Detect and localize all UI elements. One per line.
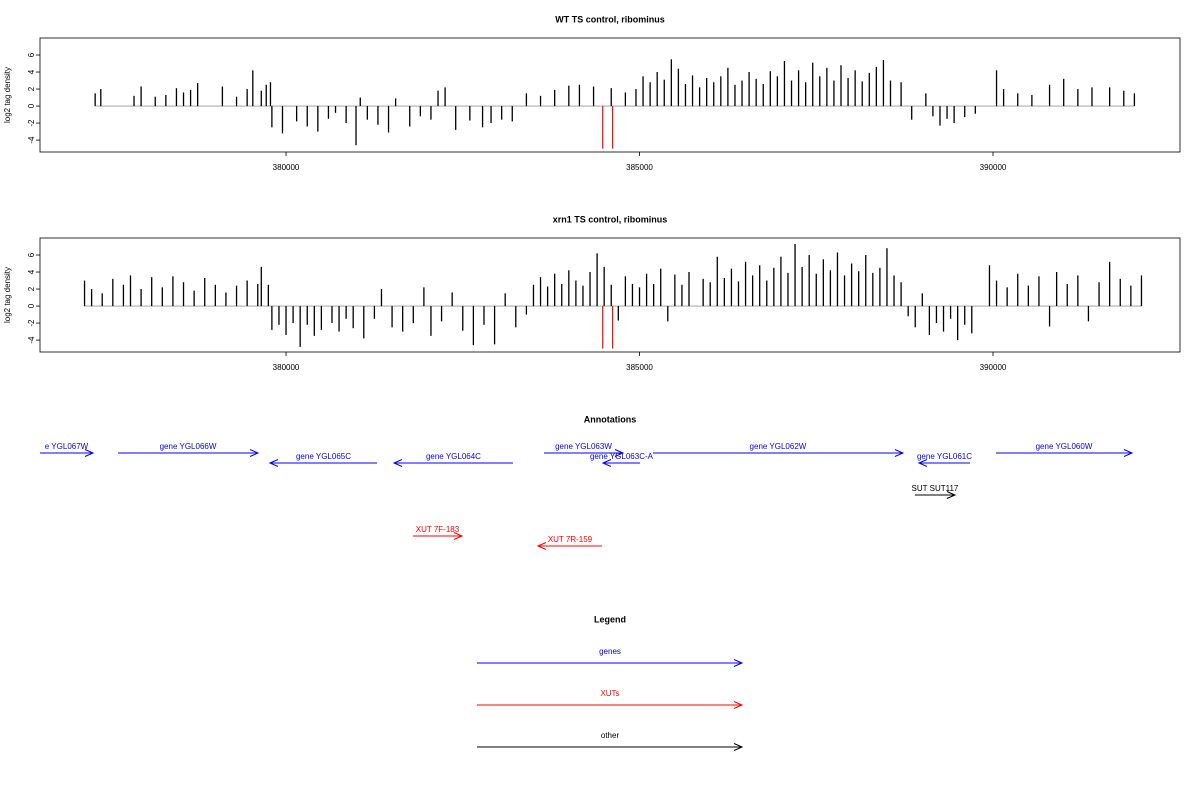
feature-label: gene YGL063C-A (590, 452, 654, 461)
arrow-head (946, 491, 957, 499)
legend-arrow (477, 743, 744, 751)
arrow-head (453, 532, 464, 540)
x-tick-label: 380000 (273, 163, 300, 172)
chart-title: WT TS control, ribominus (555, 14, 665, 24)
feature-arrow (995, 449, 1134, 457)
x-tick-label: 385000 (626, 163, 653, 172)
legend-label: XUTs (600, 689, 619, 698)
feature-label: XUT 7F-183 (416, 525, 460, 534)
arrow-head (268, 459, 279, 467)
y-axis-label: log2 tag density (3, 267, 12, 323)
arrow-head (1123, 449, 1134, 457)
y-tick-label: 6 (27, 52, 36, 57)
legend-arrow (477, 659, 744, 667)
feature-label: gene YGL065C (296, 452, 351, 461)
feature-arrow (40, 449, 95, 457)
arrow-head (917, 459, 928, 467)
y-tick-label: -2 (27, 119, 36, 127)
legend-label: other (601, 731, 620, 740)
feature-label: XUT 7R-159 (548, 535, 593, 544)
y-tick-label: 4 (27, 69, 36, 74)
plot-frame (39, 237, 1181, 353)
feature-arrow (536, 542, 602, 550)
feature-arrow (652, 449, 905, 457)
feature-label: SUT SUT117 (912, 484, 959, 493)
arrow-head (84, 449, 95, 457)
feature-label: e YGL067W (45, 442, 89, 451)
feature-arrow (544, 449, 625, 457)
feature-arrow (601, 459, 641, 467)
plot-frame (39, 37, 1181, 153)
arrow-head (249, 449, 260, 457)
feature-arrow (413, 532, 464, 540)
arrow-head (733, 659, 744, 667)
y-tick-label: 2 (27, 86, 36, 91)
arrow-head (536, 542, 547, 550)
y-tick-label: 6 (27, 252, 36, 257)
y-tick-label: -4 (27, 336, 36, 344)
arrow-head (733, 743, 744, 751)
feature-arrow (117, 449, 260, 457)
feature-label: gene YGL061C (917, 452, 972, 461)
feature-arrow (268, 459, 378, 467)
y-tick-label: 0 (27, 103, 36, 108)
feature-arrow (392, 459, 513, 467)
y-tick-label: 4 (27, 269, 36, 274)
chart-title: xrn1 TS control, ribominus (553, 214, 668, 224)
legend-label: genes (599, 647, 621, 656)
y-tick-label: -2 (27, 319, 36, 327)
feature-label: gene YGL063W (555, 442, 612, 451)
feature-label: gene YGL064C (426, 452, 481, 461)
y-tick-label: 0 (27, 303, 36, 308)
feature-arrow (917, 459, 971, 467)
arrow-head (733, 701, 744, 709)
feature-label: gene YGL060W (1036, 442, 1093, 451)
x-tick-label: 385000 (626, 363, 653, 372)
y-tick-label: 2 (27, 286, 36, 291)
x-tick-label: 390000 (980, 363, 1007, 372)
arrow-head (601, 459, 612, 467)
legend-title: Legend (594, 614, 626, 624)
x-tick-label: 390000 (980, 163, 1007, 172)
feature-label: gene YGL062W (750, 442, 807, 451)
y-tick-label: -4 (27, 136, 36, 144)
arrow-head (392, 459, 403, 467)
feature-label: gene YGL066W (160, 442, 217, 451)
arrow-head (894, 449, 905, 457)
legend-arrow (477, 701, 744, 709)
arrow-head (614, 449, 625, 457)
x-tick-label: 380000 (273, 363, 300, 372)
y-axis-label: log2 tag density (3, 67, 12, 123)
feature-arrow (914, 491, 957, 499)
annotations-title: Annotations (584, 414, 637, 424)
